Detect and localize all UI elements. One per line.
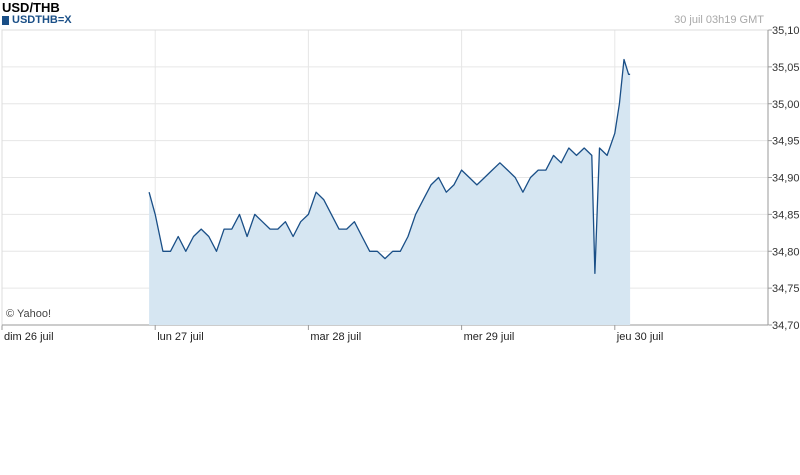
y-tick-label: 34,75 <box>772 283 800 295</box>
yahoo-credit: © Yahoo! <box>6 308 52 320</box>
x-tick-label: lun 27 juil <box>157 331 203 343</box>
y-tick-label: 34,70 <box>772 320 800 332</box>
legend: USDTHB=X <box>2 14 72 26</box>
y-tick-label: 35,05 <box>772 62 800 74</box>
y-tick-label: 34,90 <box>772 173 800 185</box>
y-tick-label: 35,00 <box>772 99 800 111</box>
x-tick-label: mer 29 juil <box>464 331 515 343</box>
series-line <box>148 58 631 275</box>
series-area <box>149 59 631 325</box>
x-tick-label: dim 26 juil <box>4 331 54 343</box>
legend-label: USDTHB=X <box>12 14 72 26</box>
y-tick-label: 35,10 <box>772 25 800 37</box>
y-tick-label: 34,95 <box>772 136 800 148</box>
timestamp: 30 juil 03h19 GMT <box>674 14 764 26</box>
x-tick-label: mar 28 juil <box>310 331 361 343</box>
x-tick-label: jeu 30 juil <box>616 331 663 343</box>
legend-swatch <box>2 15 9 25</box>
chart-title: USD/THB <box>2 0 60 15</box>
y-tick-label: 34,85 <box>772 209 800 221</box>
y-tick-label: 34,80 <box>772 246 800 258</box>
